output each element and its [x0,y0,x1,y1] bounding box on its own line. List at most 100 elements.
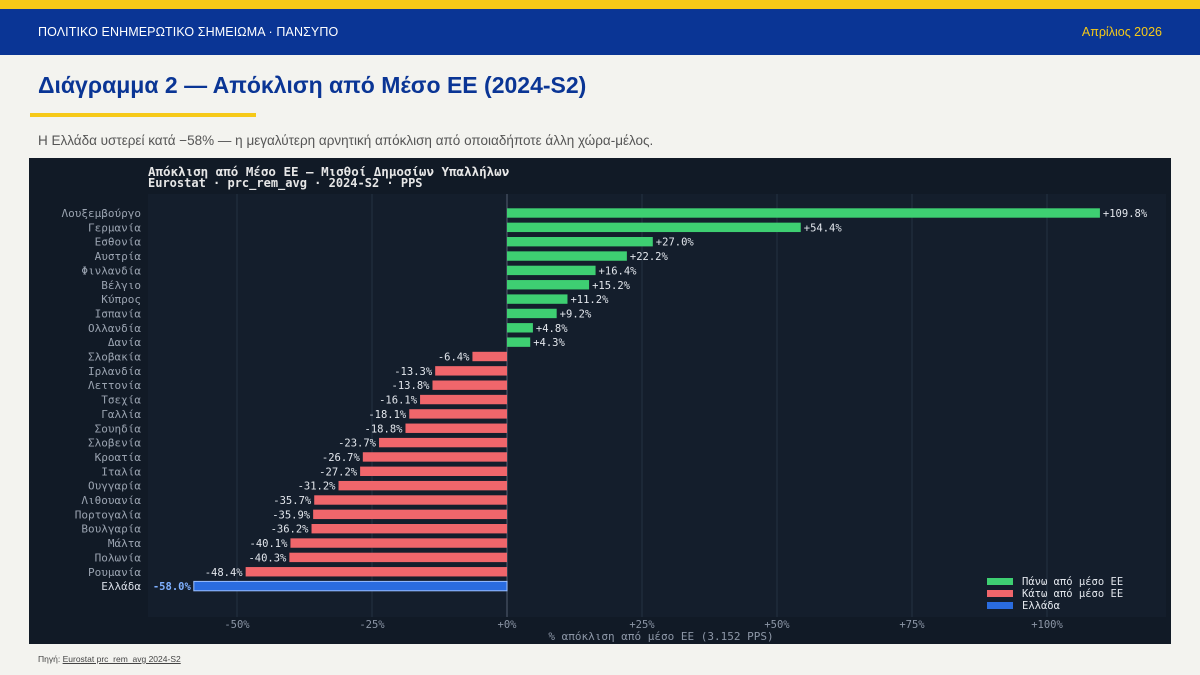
bar [507,294,568,304]
bar [507,208,1100,218]
category-label: Πορτογαλία [75,508,142,521]
bar [409,409,507,419]
category-label: Ελλάδα [101,580,141,593]
x-axis-label: % απόκλιση από μέσο ΕΕ (3.152 PPS) [548,630,773,643]
category-label: Ουγγαρία [88,480,141,493]
value-label: -35.9% [272,509,311,521]
value-label: +22.2% [630,251,669,263]
bar [379,437,507,448]
legend-label: Ελλάδα [1022,600,1061,612]
category-label: Ιταλία [101,465,141,478]
category-label: Γαλλία [101,408,141,421]
category-label: Πολωνία [95,551,142,564]
header-bar: ΠΟΛΙΤΙΚΟ ΕΝΗΜΕΡΩΤΙΚΟ ΣΗΜΕΙΩΜΑ · ΠΑΝΣΥΠΟ … [0,9,1200,55]
x-tick-label: +25% [629,619,655,631]
bar [420,394,507,405]
category-label: Αυστρία [95,250,142,263]
value-label: -27.2% [319,466,358,478]
bars [193,208,1100,592]
bar [338,480,507,491]
page-title: Διάγραμμα 2 — Απόκλιση από Μέσο ΕΕ (2024… [38,72,587,98]
value-label: -40.1% [250,538,289,550]
bar [507,280,590,290]
bar [507,237,653,247]
value-label: +15.2% [592,280,631,292]
category-label: Δανία [108,336,141,349]
category-label: Εσθονία [95,236,142,249]
value-label: -40.3% [248,552,287,564]
header-date: Απρίλιος 2026 [1081,25,1162,39]
value-label: +4.3% [533,337,565,349]
value-label: -16.1% [379,395,418,407]
bar [507,337,531,347]
category-label: Λεττονία [88,379,141,392]
category-label: Φινλανδία [81,264,141,277]
legend-swatch [987,590,1013,597]
top-accent-stripe [0,0,1200,9]
x-tick-label: +100% [1031,619,1063,631]
source-note: Πηγή: Eurostat prc_rem_avg 2024-S2 [38,654,181,664]
value-label: -6.4% [438,352,470,364]
bar [362,452,507,462]
source-link[interactable]: Eurostat prc_rem_avg 2024-S2 [62,654,181,664]
x-tick-label: +0% [498,619,518,631]
category-label: Βέλγιο [101,279,141,292]
bar [405,423,507,433]
legend-label: Πάνω από μέσο ΕΕ [1022,576,1123,588]
value-label: +27.0% [656,237,695,249]
bar [507,265,596,276]
bar [314,495,507,505]
category-label: Βουλγαρία [81,523,141,536]
category-label: Κροατία [95,451,142,464]
chart-subtitle: Eurostat · prc_rem_avg · 2024-S2 · PPS [148,176,423,191]
category-label: Σλοβακία [88,351,141,364]
header-title: ΠΟΛΙΤΙΚΟ ΕΝΗΜΕΡΩΤΙΚΟ ΣΗΜΕΙΩΜΑ · ΠΑΝΣΥΠΟ [38,25,339,39]
bar [472,351,507,362]
legend-swatch [987,602,1013,609]
category-label: Κύπρος [101,293,141,306]
bar [507,323,533,333]
legend-label: Κάτω από μέσο ΕΕ [1022,588,1123,600]
category-label: Λιθουανία [81,494,141,507]
bar [313,509,507,520]
category-label: Ολλανδία [88,322,141,335]
page-subtitle: Η Ελλάδα υστερεί κατά −58% — η μεγαλύτερ… [38,133,654,148]
bar [435,366,507,376]
value-label: -31.2% [298,481,337,493]
value-label: +9.2% [560,308,592,320]
bar [507,222,801,233]
bar [507,308,557,319]
bar [193,580,508,592]
title-underline [30,113,256,117]
value-labels: +109.8% +54.4% +27.0% +22.2% +16.4% +15.2% +11… [153,208,1148,593]
bar [289,552,507,563]
bar [507,251,627,261]
chart-panel: Απόκλιση από Μέσο ΕΕ — Μισθοί Δημοσίων Υ… [29,158,1171,644]
value-label: -13.3% [394,366,433,378]
category-label: Τσεχία [101,394,141,407]
category-label: Λουξεμβούργο [62,207,141,220]
category-label: Σλοβενία [88,437,141,450]
x-tick-label: -25% [359,619,385,631]
value-label: +54.4% [804,222,843,234]
value-label: +109.8% [1103,208,1148,220]
value-label: -26.7% [322,452,361,464]
value-label: -23.7% [338,438,377,450]
legend-swatch [987,578,1013,585]
source-label: Πηγή: [38,654,61,664]
x-tick-label: -50% [224,619,250,631]
value-label: -36.2% [271,524,310,536]
category-label: Σουηδία [95,422,142,435]
value-label: -58.0% [153,581,192,593]
bar [432,380,507,390]
category-label: Γερμανία [88,221,141,234]
x-tick-labels: -50% -25% +0% +25% +50% +75% +100% [224,619,1063,631]
deviation-bar-chart: Απόκλιση από Μέσο ΕΕ — Μισθοί Δημοσίων Υ… [62,164,1166,643]
value-label: +4.8% [536,323,568,335]
category-label: Ρουμανία [88,566,141,579]
category-label: Ισπανία [95,307,142,320]
value-label: -35.7% [273,495,312,507]
bar [360,466,507,476]
